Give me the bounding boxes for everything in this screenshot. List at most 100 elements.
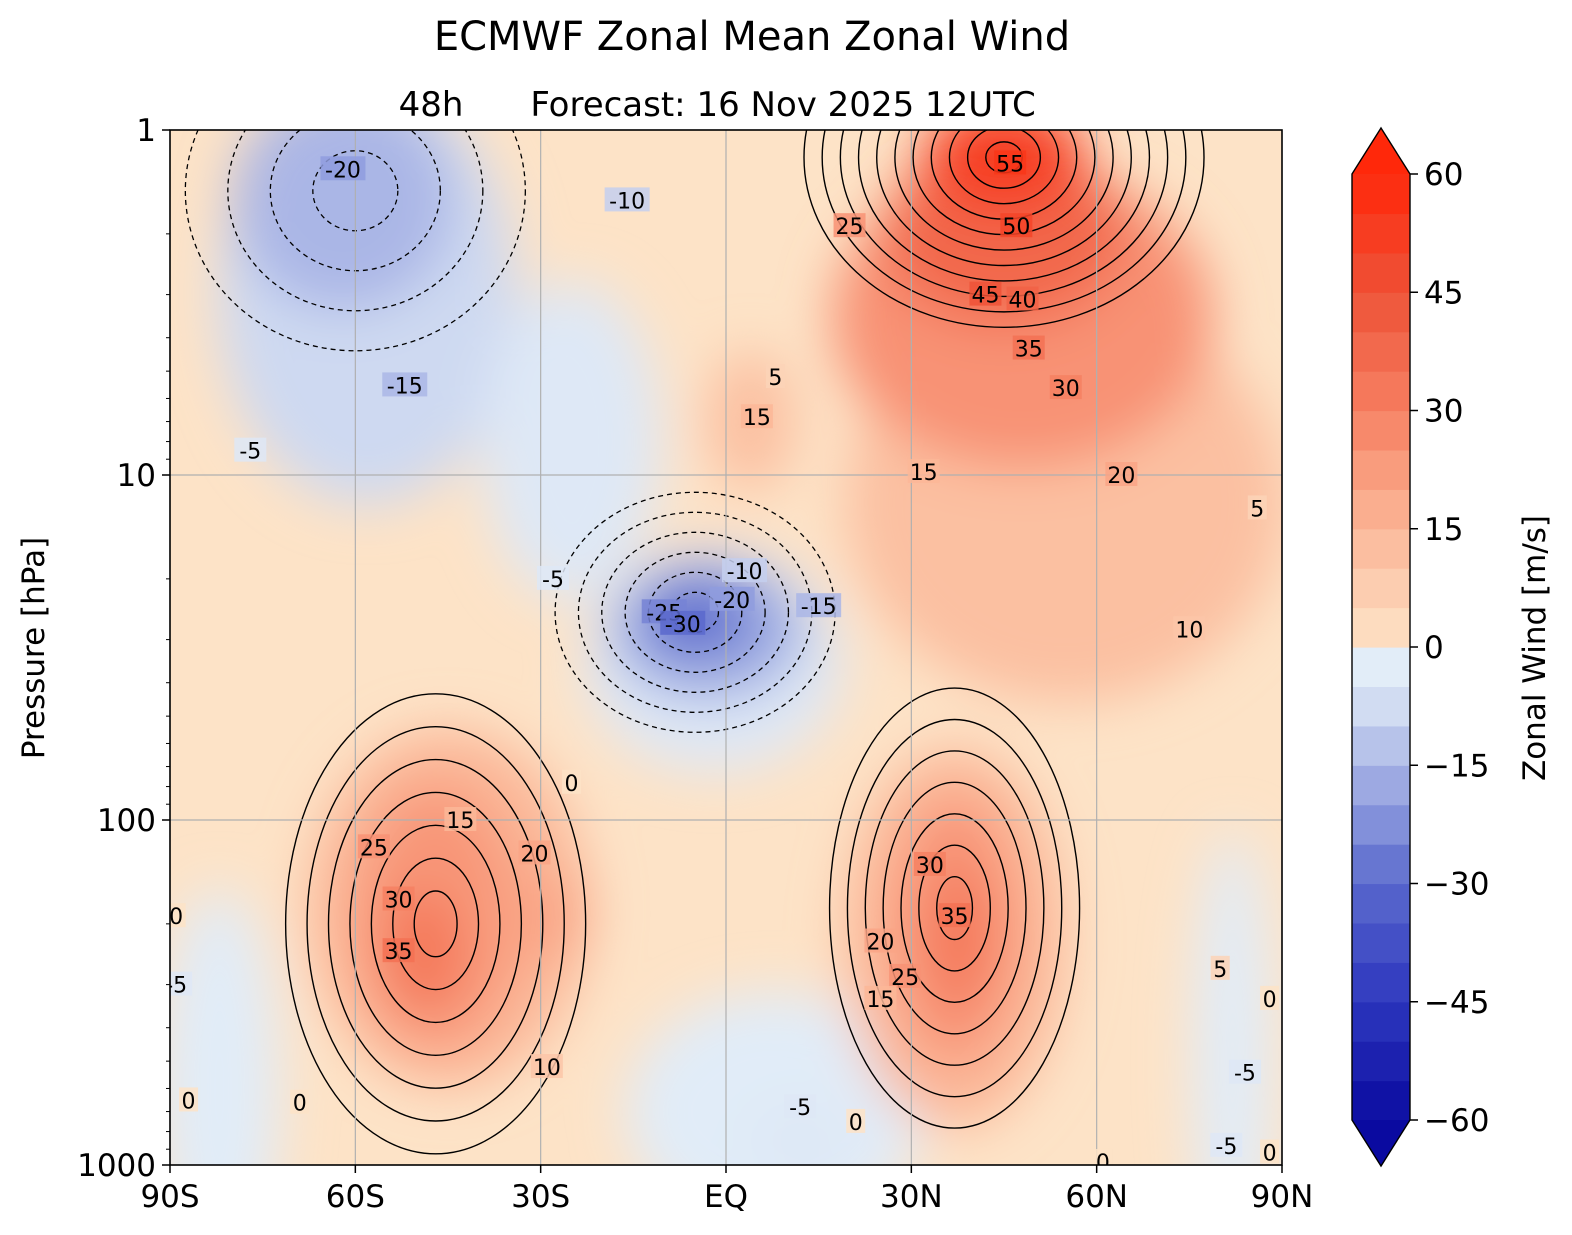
contour-line xyxy=(624,551,766,673)
contour-label: 35 xyxy=(385,940,413,965)
contour-line xyxy=(370,824,501,1024)
colorbar-tick-label: −60 xyxy=(1424,1103,1489,1139)
contour-line xyxy=(184,130,526,352)
contour-label-bg xyxy=(1260,985,1280,1010)
contour-label: 0 xyxy=(293,1092,307,1117)
colorbar-band xyxy=(1352,1080,1410,1121)
contour-label: 20 xyxy=(1107,464,1135,489)
contour-line xyxy=(306,726,565,1122)
contour-label: 0 xyxy=(1263,988,1277,1013)
contour-label-bg xyxy=(765,364,785,389)
contour-label: 5 xyxy=(1250,497,1264,522)
contour-label-bg xyxy=(969,281,1002,306)
contour-line xyxy=(327,758,544,1089)
x-axis: 90S 60S 30S EQ 30N 60N 90N xyxy=(140,1165,1313,1215)
contour-label-bg xyxy=(382,938,415,963)
contour-label: -10 xyxy=(727,560,763,585)
contour-label-bg xyxy=(1228,1059,1261,1084)
contour-label-bg xyxy=(709,586,755,611)
colorbar-extend-max xyxy=(1352,128,1410,174)
contour-label-bg xyxy=(913,851,946,876)
contour-label: 50 xyxy=(1002,215,1030,240)
contour-label-bg xyxy=(1049,375,1082,400)
colorbar-band xyxy=(1352,883,1410,924)
contour-label: -5 xyxy=(165,974,187,999)
contour-label-bg xyxy=(518,840,551,865)
colorbar-band xyxy=(1352,962,1410,1003)
colorbar-tick-label: −30 xyxy=(1424,867,1489,903)
colorbar-band xyxy=(1352,371,1410,412)
y-axis: 1 10 100 1000 xyxy=(77,113,170,1184)
contour-label-bg xyxy=(722,558,768,583)
colorbar-band xyxy=(1352,1001,1410,1042)
contour-label: -5 xyxy=(1215,1135,1237,1160)
contour-label: -5 xyxy=(1234,1062,1256,1087)
contour-line xyxy=(864,750,1045,1066)
colorbar-band xyxy=(1352,922,1410,963)
colorbar-tick-label: 60 xyxy=(1424,157,1463,193)
contour-line xyxy=(846,718,1063,1098)
contour-label: -15 xyxy=(387,374,423,399)
colorbar-tick-label: 45 xyxy=(1424,275,1463,311)
contour-label: 30 xyxy=(385,889,413,914)
contour-label-bg xyxy=(382,372,428,397)
contour-label-bg xyxy=(1093,1148,1113,1165)
wind-region xyxy=(233,130,453,311)
colorbar-band xyxy=(1352,607,1410,648)
contour-label-bg xyxy=(170,903,186,928)
colorbar-tick-label: 30 xyxy=(1424,394,1463,430)
y-tick-label: 1000 xyxy=(77,1148,156,1184)
contour-label: -20 xyxy=(325,158,361,183)
x-tick-label: 30N xyxy=(880,1179,943,1215)
contour-label-bg xyxy=(179,1087,199,1112)
contour-label: 15 xyxy=(866,988,894,1013)
wind-field-shading xyxy=(170,130,1282,1165)
contour-label-bg xyxy=(290,1089,310,1114)
contour-line xyxy=(948,130,1060,205)
contour-label-bg xyxy=(1210,1132,1243,1157)
colorbar-band xyxy=(1352,528,1410,569)
colorbar-band xyxy=(1352,174,1410,215)
y-axis-label: Pressure [hPa] xyxy=(16,537,52,759)
contour-label-bg xyxy=(938,903,971,928)
colorbar-band xyxy=(1352,213,1410,254)
colorbar-band xyxy=(1352,725,1410,766)
contour-label-bg xyxy=(444,807,477,831)
contour-label: 55 xyxy=(996,152,1024,177)
contour-label-bg xyxy=(530,1054,563,1079)
colorbar-band xyxy=(1352,804,1410,845)
contour-label-bg xyxy=(1210,955,1230,980)
colorbar-band xyxy=(1352,331,1410,372)
contour-label: 20 xyxy=(520,842,548,867)
contour-label: -5 xyxy=(239,440,261,465)
forecast-lead: 48h xyxy=(399,85,464,125)
contour-line xyxy=(284,693,587,1155)
contour-line xyxy=(876,130,1132,267)
contour-label-bg xyxy=(740,404,773,429)
contour-label: 35 xyxy=(1015,338,1043,363)
contour-label: 10 xyxy=(1175,618,1203,643)
contour-line xyxy=(900,813,1009,1004)
contour-label: 15 xyxy=(446,809,474,834)
contour-label: -30 xyxy=(665,613,701,638)
colorbar-band xyxy=(1352,844,1410,885)
contour-line xyxy=(349,791,523,1056)
contour-label-bg xyxy=(537,565,570,590)
contour-label-bg xyxy=(357,834,390,859)
colorbar-band xyxy=(1352,489,1410,530)
colorbar-band xyxy=(1352,765,1410,806)
contour-line xyxy=(894,130,1114,251)
contour-line xyxy=(882,781,1027,1035)
colorbar: 60 45 30 15 0 −15 −30 −45 −60 xyxy=(1351,126,1489,1168)
contour-label: 40 xyxy=(1009,289,1037,314)
grid-lines xyxy=(170,130,1282,1165)
contour-label: 0 xyxy=(1263,1142,1277,1167)
x-tick-label: EQ xyxy=(704,1179,748,1215)
wind-region xyxy=(481,281,662,602)
contour-label: 0 xyxy=(565,772,579,797)
contour-label: -15 xyxy=(801,595,837,620)
contour-line xyxy=(392,857,480,991)
contour-label: 45 xyxy=(971,284,999,309)
colorbar-label: Zonal Wind [m/s] xyxy=(1517,515,1553,781)
contour-label-bg xyxy=(320,156,366,181)
